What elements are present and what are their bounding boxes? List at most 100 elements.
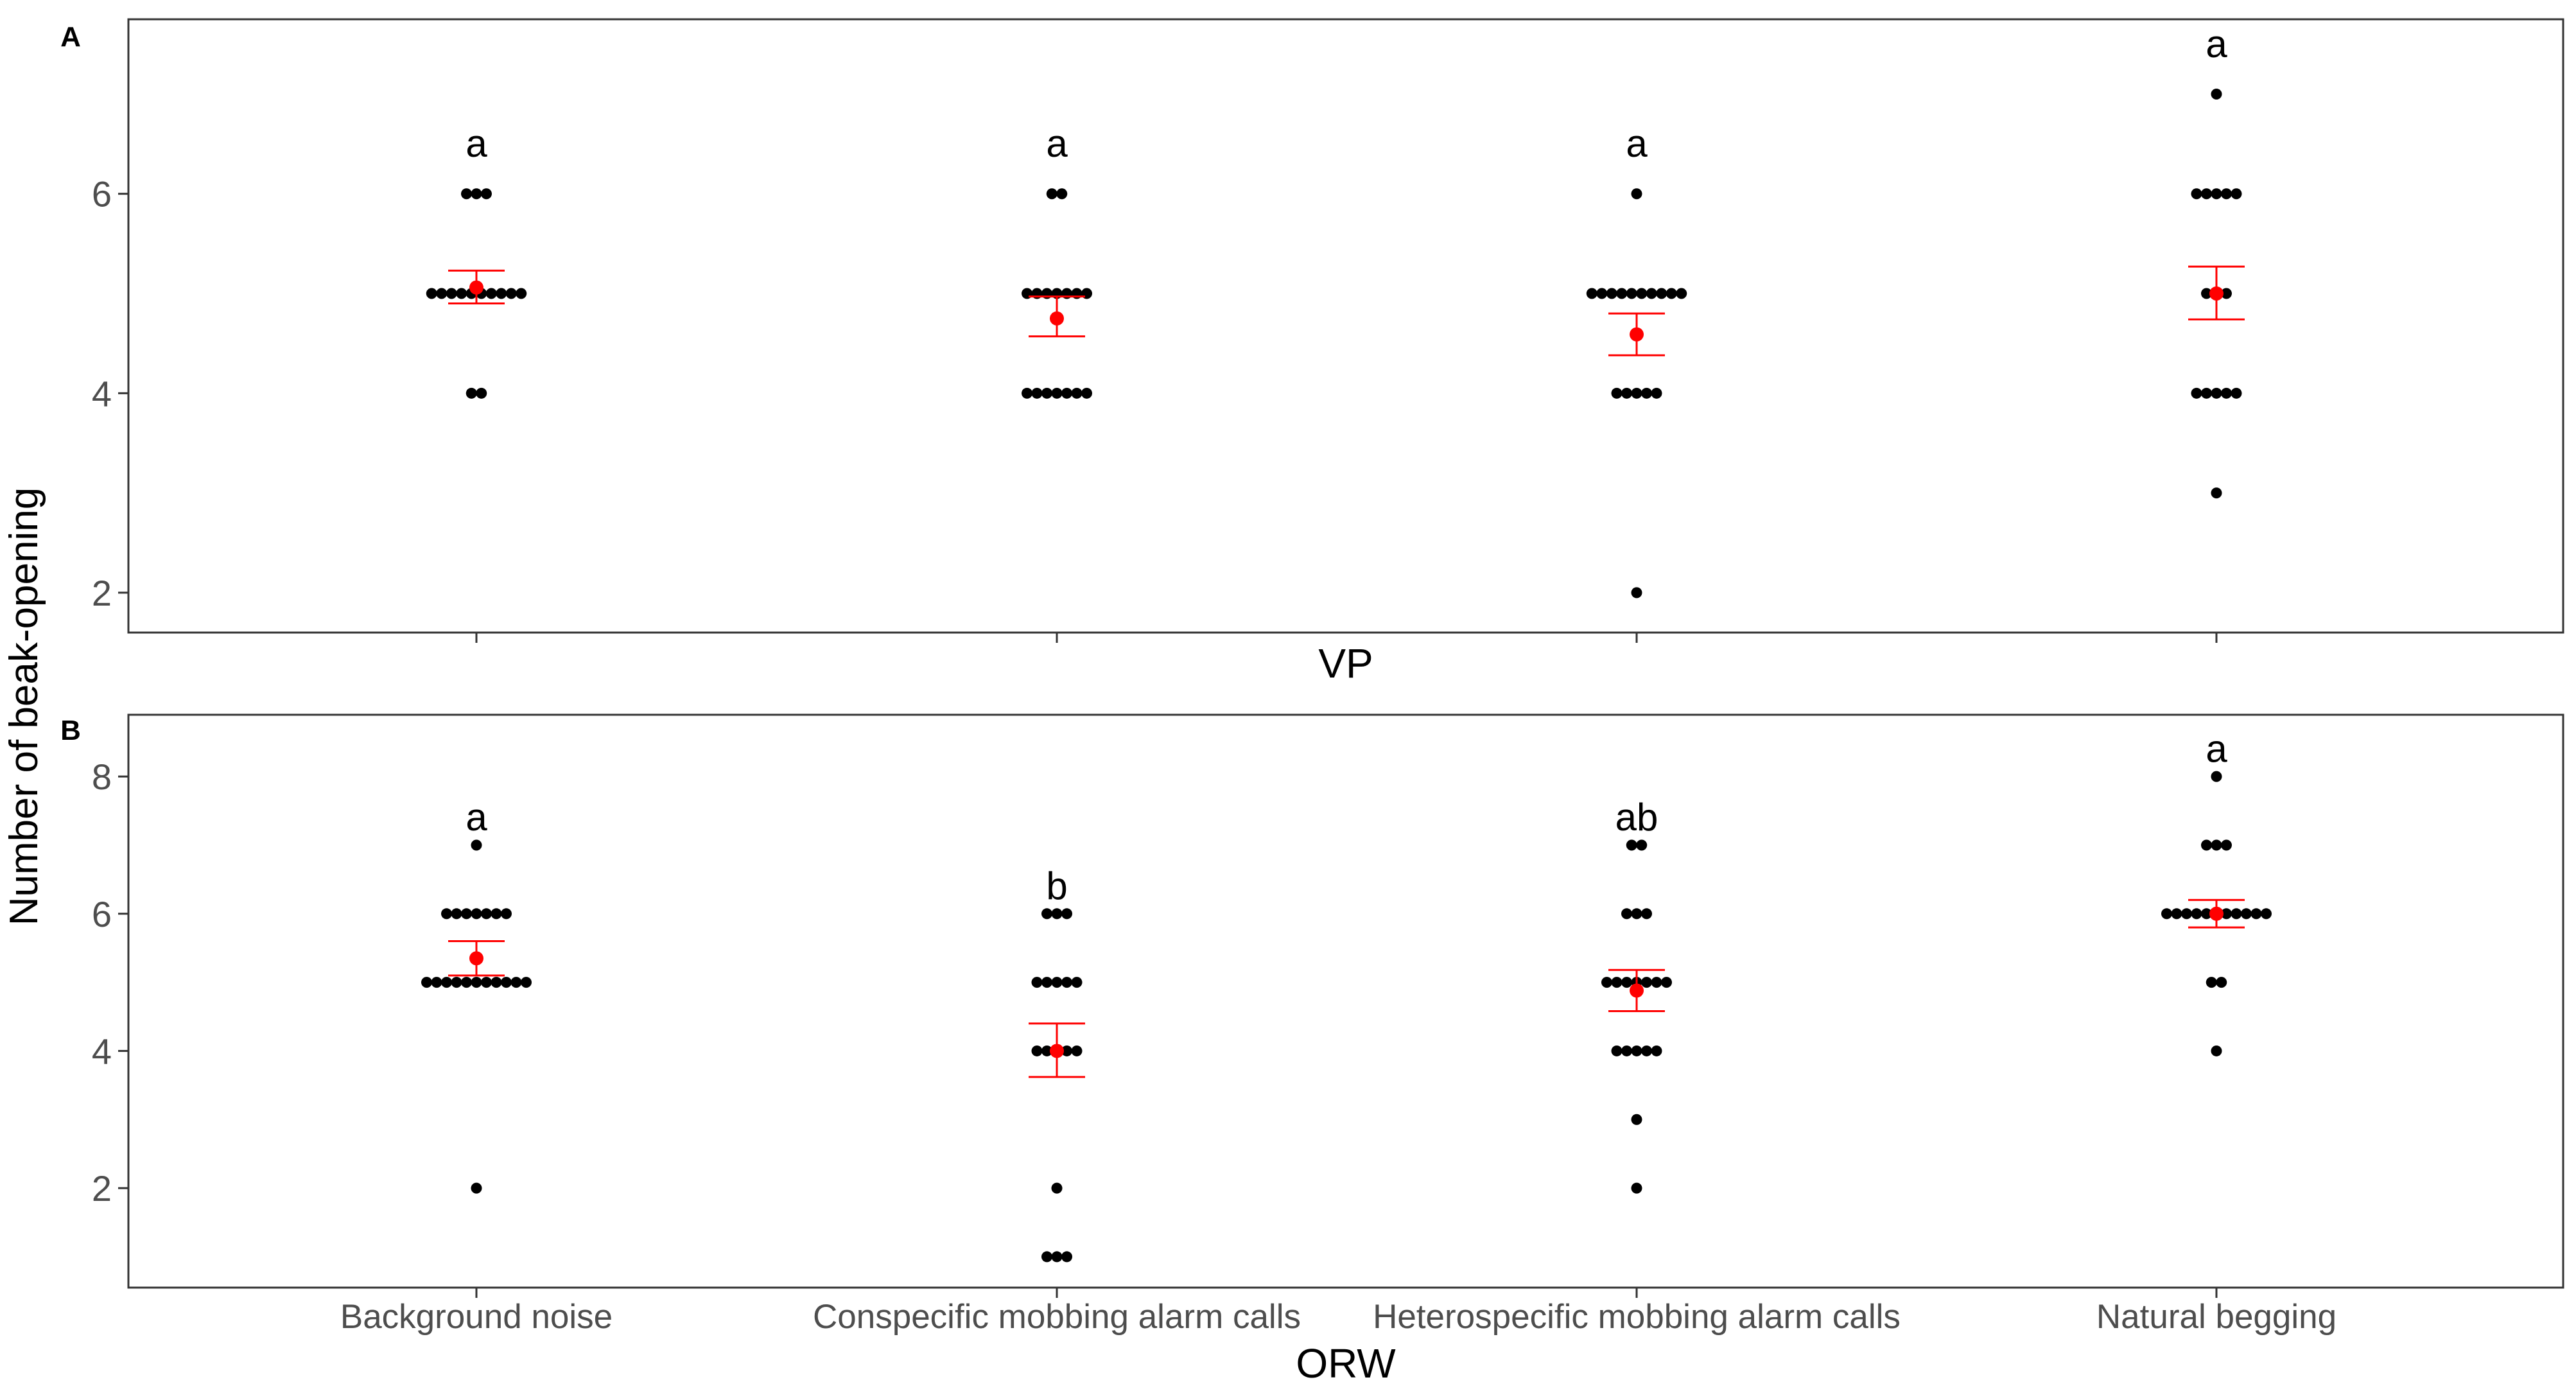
x-tick-label: Background noise [340,1298,613,1336]
data-point [2201,288,2212,299]
data-point [1656,288,1667,299]
y-tick-label: 2 [92,1168,112,1209]
y-tick-label: 6 [92,174,112,214]
data-point [1611,1045,1623,1056]
significance-letter: ab [1615,796,1658,839]
data-point [1071,977,1083,988]
data-point [2211,487,2222,499]
data-point [2206,977,2217,988]
data-point [1061,977,1072,988]
mean-point [1630,327,1644,342]
mean-point [1050,1044,1064,1058]
panel-label: B [60,715,81,746]
data-point [1031,1045,1043,1056]
data-point [1041,908,1052,920]
data-point [1641,387,1652,399]
data-point [2211,188,2222,200]
data-point [2216,977,2227,988]
data-point [1041,977,1052,988]
data-point [1641,908,1652,920]
data-point [1661,977,1672,988]
y-axis-title: Number of beak-opening [2,487,46,925]
data-point [1071,1045,1083,1056]
x-tick-label: Heterospecific mobbing alarm calls [1373,1298,1901,1336]
data-point [481,977,492,988]
data-point [491,908,502,920]
x-tick-label: Conspecific mobbing alarm calls [813,1298,1301,1336]
data-point [2221,288,2232,299]
mean-point [469,951,483,966]
data-point [1621,1045,1632,1056]
data-point [2191,387,2202,399]
data-point [1641,1045,1652,1056]
data-point [2161,908,2172,920]
data-point [485,288,497,299]
x-axis-title: ORW [1296,1340,1396,1387]
data-point [1621,977,1632,988]
data-point [1051,908,1063,920]
data-point [451,908,462,920]
data-point [1626,839,1637,851]
y-tick-label: 6 [92,894,112,934]
significance-letter: a [1626,122,1648,165]
data-point [1616,288,1628,299]
data-point [2201,908,2212,920]
data-point [1022,387,1032,399]
data-point [446,288,457,299]
data-point [426,288,437,299]
data-point [2171,908,2182,920]
data-point [2191,188,2202,200]
data-point [1621,387,1632,399]
data-point [1596,288,1608,299]
data-point [1651,977,1662,988]
data-point [1641,977,1652,988]
plot-frame [127,18,2564,634]
data-point [1051,1182,1063,1194]
data-point [2211,88,2222,100]
data-point [1676,288,1687,299]
significance-letter: a [466,122,487,165]
data-point [471,977,482,988]
y-tick-label: 2 [92,573,112,613]
data-point [1061,1045,1072,1056]
data-point [1051,1251,1063,1263]
mean-point [2209,286,2224,301]
data-point [481,188,492,200]
data-point [1631,908,1642,920]
data-point [2221,839,2232,851]
significance-letter: b [1046,864,1067,907]
data-point [1041,1045,1052,1056]
significance-letter: a [2206,22,2227,66]
data-point [1061,1251,1072,1263]
data-point [2241,908,2252,920]
data-point [491,977,502,988]
data-point [2211,771,2222,782]
data-point [2191,908,2202,920]
data-point [1056,188,1068,200]
data-point [471,188,482,200]
data-point [1651,387,1662,399]
data-point [1631,188,1642,200]
data-point [501,977,512,988]
data-point [501,908,512,920]
data-point [2211,839,2222,851]
data-point [1071,387,1083,399]
data-point [1051,977,1063,988]
panel-b: B 2 4 6 8 Background noise Conspecific mobbing… [60,713,2564,1387]
panel-a: A 2 4 6 VP a a a a [60,18,2564,687]
data-point [466,387,477,399]
data-point [2231,908,2242,920]
y-tick-label: 4 [92,373,112,414]
data-point [1061,908,1072,920]
data-point [421,977,432,988]
data-point [2201,188,2212,200]
data-point [2231,188,2242,200]
data-point [1666,288,1677,299]
mean-point [469,280,483,295]
x-tick-label: Natural begging [2096,1298,2337,1336]
data-point [505,288,517,299]
data-point [2221,387,2232,399]
data-point [431,977,442,988]
data-point [451,977,462,988]
